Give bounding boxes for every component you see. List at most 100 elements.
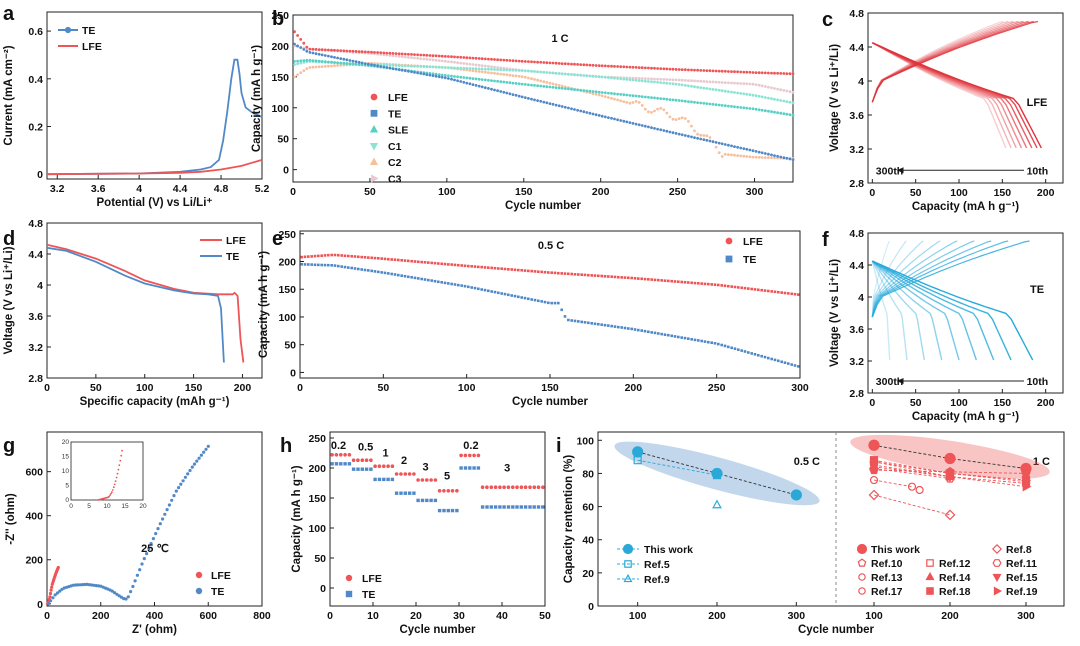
data-point bbox=[767, 71, 770, 75]
data-point bbox=[490, 71, 493, 75]
data-point bbox=[597, 114, 601, 117]
y-tick-label: 150 bbox=[308, 493, 326, 505]
inset-x-tick: 10 bbox=[103, 503, 111, 510]
data-point bbox=[463, 284, 467, 288]
data-point bbox=[570, 107, 573, 111]
data-point bbox=[468, 82, 472, 86]
data-point bbox=[711, 69, 715, 73]
data-point bbox=[360, 61, 364, 65]
data-point bbox=[597, 322, 600, 326]
data-point bbox=[496, 79, 499, 83]
data-point bbox=[500, 292, 503, 295]
data-point bbox=[360, 50, 364, 54]
data-point bbox=[757, 71, 761, 75]
data-point bbox=[743, 350, 747, 353]
data-point bbox=[519, 485, 524, 490]
discharge-curve bbox=[871, 260, 995, 361]
data-point bbox=[705, 69, 709, 72]
data-point bbox=[500, 267, 503, 270]
inset-point bbox=[116, 472, 119, 475]
inset-x-tick: 20 bbox=[139, 503, 147, 510]
discharge-curve bbox=[871, 42, 1012, 149]
data-point bbox=[511, 93, 515, 96]
data-point bbox=[440, 262, 443, 266]
data-point bbox=[625, 120, 629, 124]
data-point bbox=[387, 272, 390, 275]
data-point bbox=[323, 48, 327, 52]
legend-marker bbox=[926, 559, 934, 567]
data-point bbox=[330, 264, 333, 267]
data-point bbox=[499, 68, 503, 72]
data-point bbox=[563, 272, 567, 275]
data-point bbox=[650, 111, 653, 114]
legend-label: LFE bbox=[362, 573, 382, 585]
data-point bbox=[680, 133, 684, 137]
data-point bbox=[737, 286, 740, 289]
data-point bbox=[388, 66, 392, 70]
data-point bbox=[723, 69, 727, 73]
data-point bbox=[460, 264, 463, 267]
data-point bbox=[539, 70, 543, 74]
data-point bbox=[545, 61, 549, 65]
y-tick-label: 50 bbox=[284, 340, 296, 352]
data-point bbox=[727, 153, 730, 157]
data-point bbox=[754, 107, 758, 111]
series-line-lfe bbox=[46, 159, 263, 176]
data-point bbox=[493, 266, 497, 270]
x-axis-title: Z' (ohm) bbox=[132, 624, 177, 636]
rate-label: 1 bbox=[382, 448, 388, 460]
data-point bbox=[570, 319, 573, 322]
data-point bbox=[657, 278, 660, 282]
data-point bbox=[683, 336, 687, 340]
data-point bbox=[296, 62, 299, 66]
data-point bbox=[343, 254, 347, 258]
data-point bbox=[708, 102, 712, 106]
data-point bbox=[733, 347, 737, 350]
legend-label: Ref.15 bbox=[1006, 572, 1038, 584]
data-point bbox=[700, 282, 703, 285]
data-point bbox=[498, 485, 502, 490]
panel-label: c bbox=[822, 9, 833, 31]
data-point bbox=[696, 136, 699, 140]
data-point bbox=[369, 458, 373, 463]
data-point bbox=[600, 64, 604, 68]
data-point bbox=[656, 127, 659, 131]
data-point bbox=[632, 446, 644, 458]
y-tick-label: 3.6 bbox=[849, 110, 864, 122]
data-point bbox=[567, 318, 570, 322]
data-point bbox=[567, 272, 570, 276]
data-point bbox=[548, 81, 552, 85]
data-point bbox=[567, 72, 570, 76]
y-axis-title: Voltage (V vs Li⁺/Li) bbox=[829, 259, 841, 367]
data-point bbox=[656, 67, 659, 70]
data-point bbox=[323, 65, 327, 68]
y-tick-label: 3.6 bbox=[28, 311, 43, 323]
data-point bbox=[727, 104, 730, 108]
data-point bbox=[317, 52, 321, 56]
data-point bbox=[770, 290, 773, 293]
data-point bbox=[790, 489, 802, 501]
data-point bbox=[579, 63, 583, 66]
legend-label: Ref.5 bbox=[644, 559, 670, 571]
series-annotation: TE bbox=[1030, 284, 1044, 296]
data-point bbox=[407, 259, 410, 263]
data-point bbox=[508, 59, 512, 62]
data-point bbox=[447, 55, 450, 58]
data-point bbox=[457, 283, 460, 287]
data-point bbox=[410, 64, 413, 68]
data-point bbox=[493, 485, 498, 490]
data-point bbox=[674, 132, 678, 135]
data-point bbox=[363, 50, 367, 54]
data-point bbox=[745, 147, 749, 151]
data-point bbox=[557, 62, 561, 65]
legend-label: Ref.10 bbox=[871, 558, 903, 570]
data-point bbox=[788, 157, 792, 161]
data-point bbox=[502, 58, 506, 62]
data-point bbox=[489, 485, 494, 490]
data-point bbox=[511, 68, 515, 72]
data-point bbox=[442, 489, 446, 493]
data-point bbox=[616, 98, 619, 102]
data-point bbox=[429, 498, 433, 503]
data-point bbox=[662, 67, 666, 71]
data-point bbox=[739, 82, 743, 85]
